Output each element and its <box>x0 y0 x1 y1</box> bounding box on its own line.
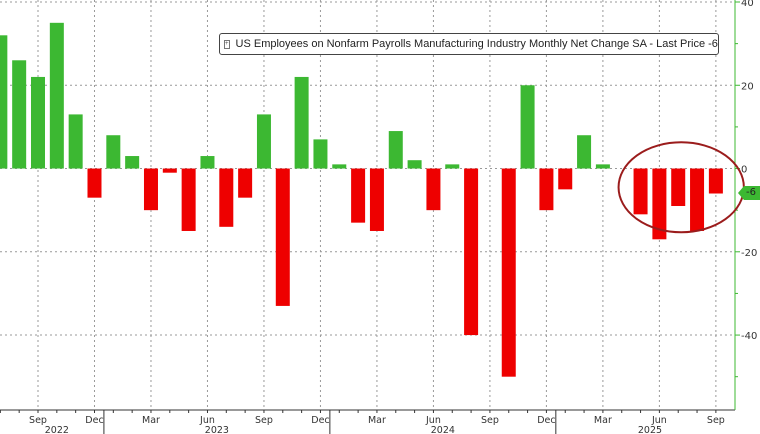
x-tick-label: Sep <box>707 415 725 426</box>
bar-jan-2024 <box>332 164 347 169</box>
bar-feb-2025 <box>577 135 592 169</box>
bar-mar-2025 <box>595 164 610 169</box>
bar-aug-2025 <box>690 168 705 231</box>
bar-jul-2024 <box>445 164 460 169</box>
bar-apr-2023 <box>162 168 177 173</box>
x-tick-label: Sep <box>255 415 273 426</box>
bar-sep-2022 <box>31 76 45 169</box>
year-label: 2023 <box>205 425 229 434</box>
bar-jun-2025 <box>652 168 667 240</box>
legend-label: US Employees on Nonfarm Payrolls Manufac… <box>235 38 718 50</box>
x-tick-label: Mar <box>368 415 386 426</box>
bar-may-2025 <box>633 168 648 215</box>
x-tick-label: Dec <box>85 415 103 426</box>
bar-feb-2023 <box>125 156 140 169</box>
bar-nov-2023 <box>294 76 309 169</box>
x-tick-label: Sep <box>29 415 47 426</box>
y-tick-label: -40 <box>741 331 757 342</box>
bar-oct-2023 <box>275 168 290 306</box>
year-label: 2025 <box>638 425 662 434</box>
y-tick-label: 20 <box>741 81 754 92</box>
x-tick-label: Jun <box>425 415 441 426</box>
year-label: 2024 <box>431 425 455 434</box>
bar-aug-2023 <box>238 168 253 198</box>
x-tick-label: Jun <box>199 415 215 426</box>
legend: + US Employees on Nonfarm Payrolls Manuf… <box>219 33 719 55</box>
bar-oct-2024 <box>501 168 516 377</box>
bar-mar-2023 <box>143 168 158 211</box>
bar-sep-2025 <box>708 168 723 194</box>
bar-may-2023 <box>181 168 196 231</box>
bar-sep-2023 <box>256 114 271 169</box>
bar-jul-2025 <box>671 168 686 206</box>
legend-toggle-icon[interactable]: + <box>224 39 230 49</box>
x-tick-label: Jun <box>651 415 667 426</box>
bar-may-2024 <box>407 160 422 169</box>
bar-jun-2024 <box>426 168 441 211</box>
year-label: 2022 <box>45 425 69 434</box>
bar-oct-2022 <box>49 22 64 169</box>
bar-jun-2023 <box>200 156 215 169</box>
x-tick-label: Dec <box>311 415 329 426</box>
bar-dec-2023 <box>313 139 328 169</box>
bar-dec-2024 <box>539 168 554 211</box>
x-tick-label: Mar <box>142 415 160 426</box>
bar-mar-2024 <box>369 168 384 231</box>
bar-aug-2024 <box>464 168 479 336</box>
bar-dec-2022 <box>87 168 102 198</box>
y-tick-label: 0 <box>741 165 747 176</box>
bar-apr-2024 <box>388 131 403 169</box>
bar-jul-2022 <box>0 35 8 169</box>
bar-nov-2022 <box>68 114 83 169</box>
bar-nov-2024 <box>520 85 535 169</box>
bar-jan-2023 <box>106 135 121 169</box>
x-tick-label: Dec <box>537 415 555 426</box>
y-tick-label: -20 <box>741 248 757 259</box>
bar-aug-2022 <box>12 60 27 169</box>
x-tick-label: Mar <box>594 415 612 426</box>
x-tick-label: Sep <box>481 415 499 426</box>
bar-jul-2023 <box>219 168 234 227</box>
bar-jan-2025 <box>558 168 573 190</box>
bar-feb-2024 <box>351 168 366 223</box>
y-tick-label: 40 <box>741 0 754 9</box>
last-price-tag: -6 <box>738 186 760 200</box>
